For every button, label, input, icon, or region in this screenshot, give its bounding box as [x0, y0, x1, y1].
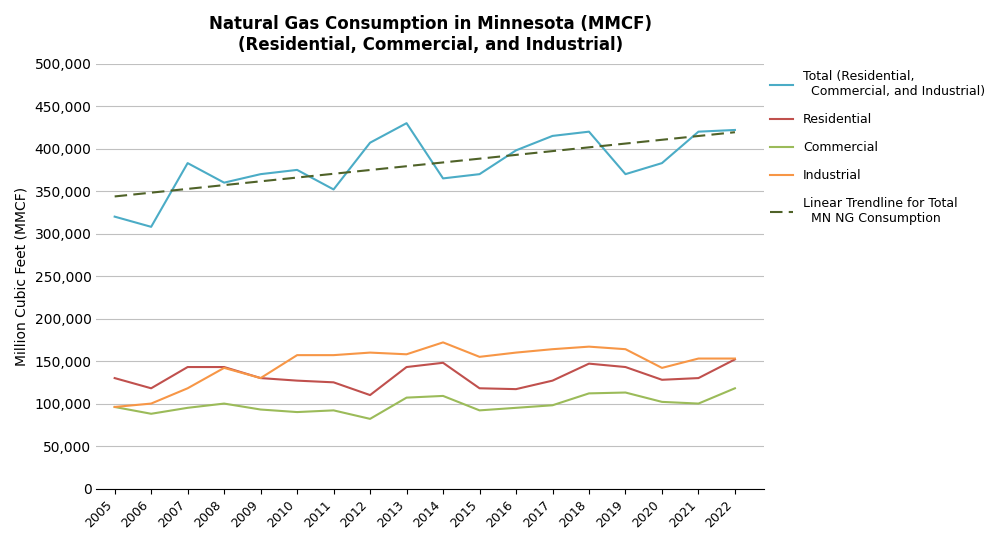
Legend: Total (Residential,
  Commercial, and Industrial), Residential, Commercial, Indu: Total (Residential, Commercial, and Indu…: [770, 70, 985, 225]
Title: Natural Gas Consumption in Minnesota (MMCF)
(Residential, Commercial, and Indust: Natural Gas Consumption in Minnesota (MM…: [209, 15, 652, 54]
Y-axis label: Million Cubic Feet (MMCF): Million Cubic Feet (MMCF): [15, 186, 29, 366]
